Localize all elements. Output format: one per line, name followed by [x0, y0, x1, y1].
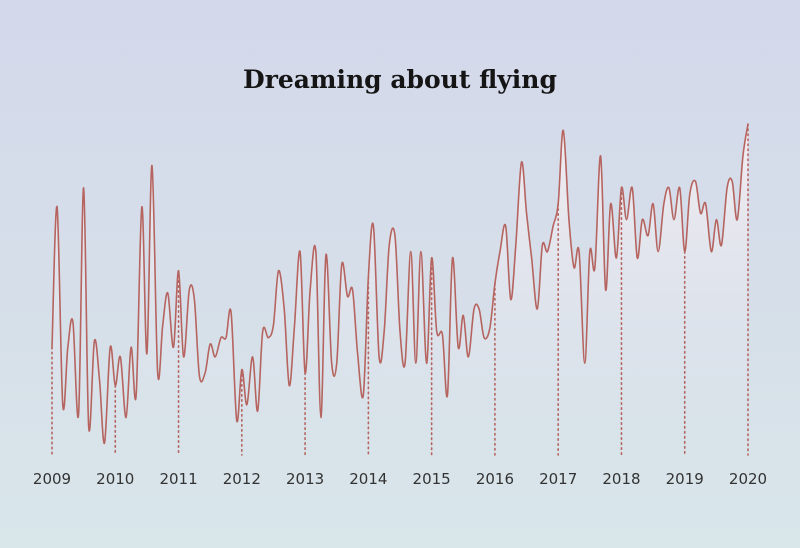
series-line [51, 123, 749, 444]
x-tick-label-2019: 2019 [666, 470, 704, 488]
x-tick-label-2010: 2010 [96, 470, 134, 488]
area-fill-layer [52, 124, 748, 455]
chart-title: Dreaming about flying [243, 65, 557, 94]
x-tick-label-2018: 2018 [602, 470, 640, 488]
x-axis-ticks: 2009 2010 2011 2012 2013 2014 2015 2016 2017 2018… [33, 470, 767, 488]
x-tick-label-2020: 2020 [729, 470, 767, 488]
series-line-layer [51, 123, 749, 444]
x-tick-label-2017: 2017 [539, 470, 577, 488]
x-tick-label-2016: 2016 [476, 470, 514, 488]
x-tick-label-2012: 2012 [223, 470, 261, 488]
year-dropline-layer [51, 123, 749, 456]
area-fill [52, 124, 748, 455]
x-tick-label-2013: 2013 [286, 470, 324, 488]
x-tick-label-2011: 2011 [159, 470, 197, 488]
x-tick-label-2015: 2015 [413, 470, 451, 488]
x-tick-label-2009: 2009 [33, 470, 71, 488]
x-tick-label-2014: 2014 [349, 470, 387, 488]
